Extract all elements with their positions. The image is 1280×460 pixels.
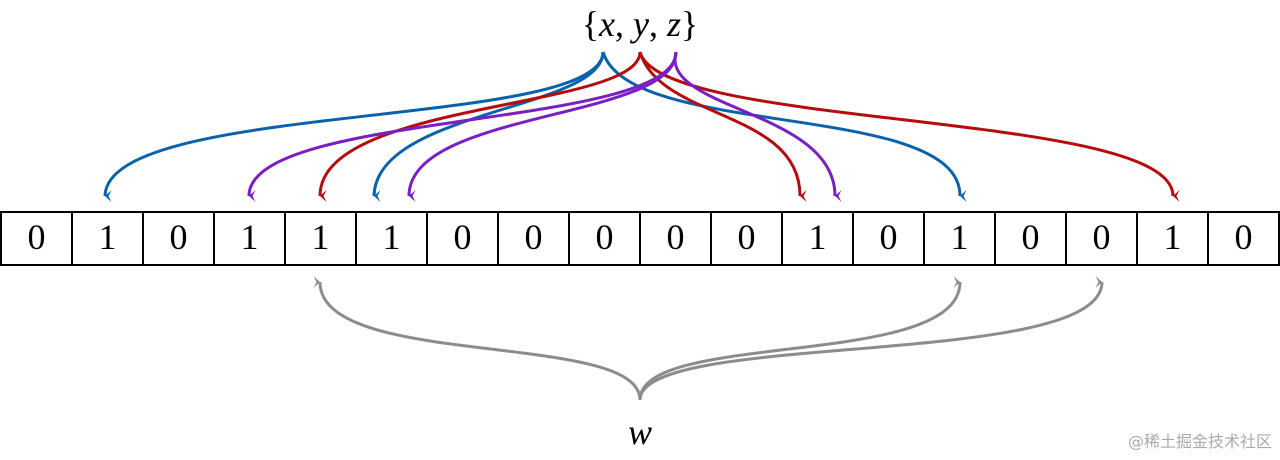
bit: 1 — [312, 217, 330, 257]
cell — [0, 211, 73, 266]
brace: } — [681, 4, 698, 44]
cell — [1207, 211, 1280, 266]
set-label: {x, y, z} — [582, 4, 699, 44]
brace: { — [582, 4, 599, 44]
arrow — [313, 276, 642, 401]
arrow — [407, 51, 678, 203]
bit: 1 — [1164, 217, 1182, 257]
cell — [71, 211, 144, 266]
bit: 0 — [880, 217, 898, 257]
bit: 1 — [951, 217, 969, 257]
bit: 1 — [383, 217, 401, 257]
bit: 0 — [738, 217, 756, 257]
cell — [923, 211, 996, 266]
arrow — [638, 51, 1180, 202]
arrow — [638, 275, 962, 401]
cell — [852, 211, 925, 266]
bit: 1 — [241, 217, 259, 257]
bit: 0 — [1093, 217, 1111, 257]
bit: 0 — [170, 217, 188, 257]
arrow — [318, 51, 642, 203]
cell — [355, 211, 428, 266]
arrow — [638, 275, 1104, 401]
arrow — [247, 51, 678, 203]
element: x — [598, 4, 615, 44]
bit: 0 — [28, 217, 46, 257]
cell — [781, 211, 854, 266]
bit: 0 — [525, 217, 543, 257]
element: y — [630, 4, 649, 44]
bit: 0 — [1235, 217, 1253, 257]
separator: , — [615, 4, 633, 44]
arrow — [638, 51, 807, 202]
bit: 0 — [667, 217, 685, 257]
arrow — [673, 51, 842, 202]
arrow — [103, 51, 605, 203]
cell — [639, 211, 712, 266]
bit: 1 — [99, 217, 117, 257]
cell — [710, 211, 783, 266]
bit: 0 — [1022, 217, 1040, 257]
watermark: @稀土掘金技术社区 — [1128, 432, 1272, 451]
separator: , — [649, 4, 667, 44]
bit: 1 — [809, 217, 827, 257]
bit: 0 — [596, 217, 614, 257]
bit-array: 0 1 0 1 1 1 0 0 0 0 0 1 0 1 0 0 1 0 — [0, 211, 1280, 266]
cell — [213, 211, 286, 266]
arrow — [372, 51, 605, 203]
query-label: w — [628, 412, 652, 452]
arrow — [601, 51, 967, 202]
hash-arrows — [103, 51, 1180, 203]
query-arrows — [313, 275, 1104, 401]
cell — [142, 211, 215, 266]
element: z — [666, 4, 681, 44]
bit: 0 — [454, 217, 472, 257]
